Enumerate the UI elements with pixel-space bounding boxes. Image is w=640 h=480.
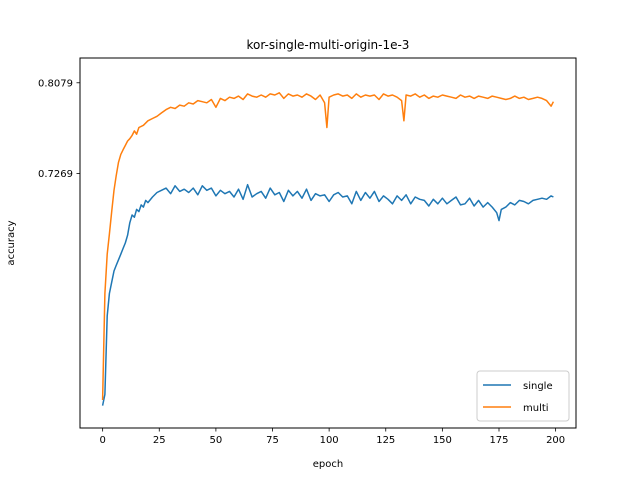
x-tick-label: 50: [210, 435, 223, 446]
chart-title: kor-single-multi-origin-1e-3: [247, 38, 410, 52]
y-tick-label: 0.8079: [38, 78, 73, 89]
x-tick-label: 75: [266, 435, 279, 446]
legend: single multi: [476, 370, 570, 422]
x-tick-label: 125: [376, 435, 395, 446]
x-tick-label: 200: [546, 435, 565, 446]
x-tick-label: 175: [489, 435, 508, 446]
series-layer: [101, 92, 555, 406]
y-axis-title: accuracy: [6, 220, 17, 265]
x-tick-label: 25: [153, 435, 166, 446]
y-axis: 0.7269 0.8079: [38, 78, 80, 180]
legend-label-multi: multi: [523, 403, 549, 414]
x-axis: 0 25 50 75 100 125 150 175 200: [99, 428, 565, 446]
x-axis-title: epoch: [313, 459, 343, 470]
x-tick-label: 100: [320, 435, 339, 446]
x-tick-label: 150: [433, 435, 452, 446]
legend-label-single: single: [523, 381, 553, 392]
series-line-single: [101, 183, 554, 406]
legend-box: [476, 370, 570, 422]
series-line-multi: [101, 92, 555, 401]
plot-frame: [79, 57, 577, 429]
x-tick-label: 0: [99, 435, 105, 446]
y-tick-label: 0.7269: [38, 169, 73, 180]
